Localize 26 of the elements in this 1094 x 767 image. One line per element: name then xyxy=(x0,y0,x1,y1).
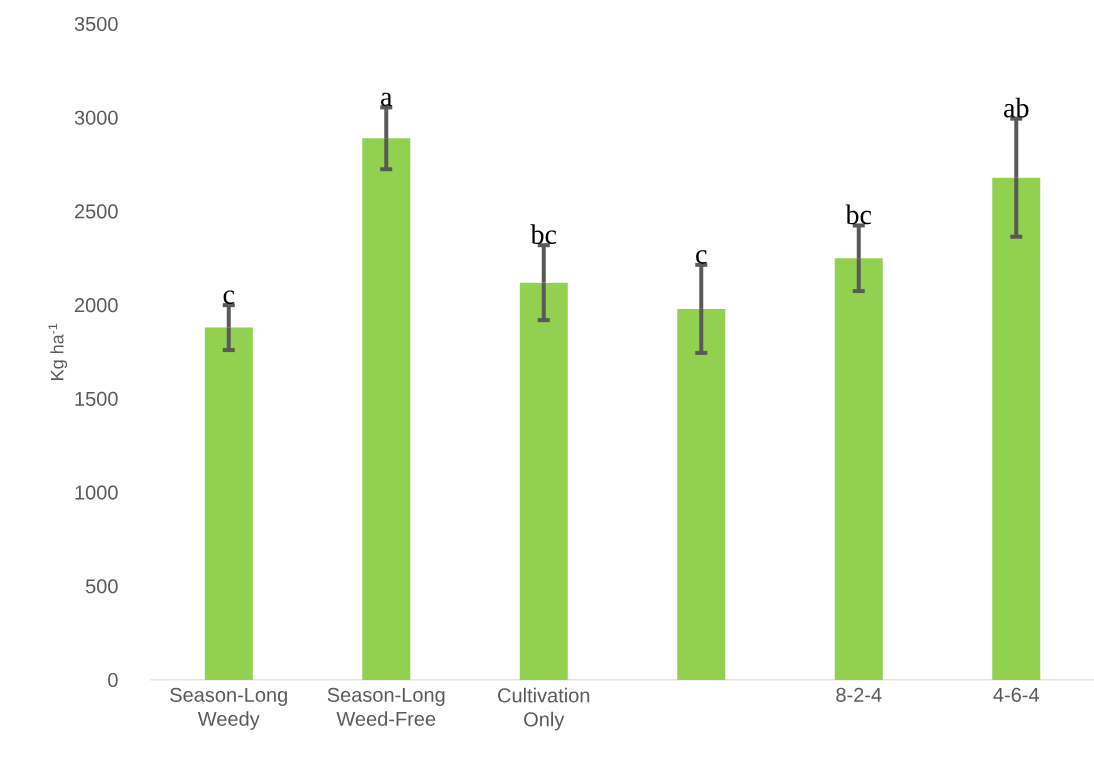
x-tick-label: 8-2-4 xyxy=(836,687,882,702)
x-tick-label: Season-Long Weed-Free xyxy=(327,687,445,726)
bar xyxy=(677,308,726,680)
x-tick-label: Cultivation Only xyxy=(498,687,590,731)
bar xyxy=(834,258,883,680)
bar xyxy=(362,138,411,680)
y-tick-label: 3000 xyxy=(74,110,118,125)
y-tick-label: 1000 xyxy=(75,485,118,500)
bar xyxy=(992,177,1041,680)
y-tick-label: 1500 xyxy=(75,391,118,406)
annotation: bc xyxy=(845,204,872,225)
y-tick-label: 2000 xyxy=(74,298,118,313)
x-tick-label: Season-Long Weedy xyxy=(170,687,287,730)
bar xyxy=(204,327,253,680)
y-axis-title: Kg ha$^{-1}$ xyxy=(48,323,68,380)
y-tick-label: 2500 xyxy=(74,204,118,219)
annotation: bc xyxy=(530,224,557,244)
y-tick-label: 500 xyxy=(85,579,118,594)
annotation: c xyxy=(223,290,235,304)
annotation: c xyxy=(696,250,707,264)
bar xyxy=(519,282,568,680)
y-tick-label: 3500 xyxy=(74,16,118,32)
x-tick-label: 4-6-4 xyxy=(993,687,1040,702)
annotation: a xyxy=(381,92,393,107)
y-tick-label: 0 xyxy=(108,672,118,688)
annotation: ab xyxy=(1004,97,1029,118)
